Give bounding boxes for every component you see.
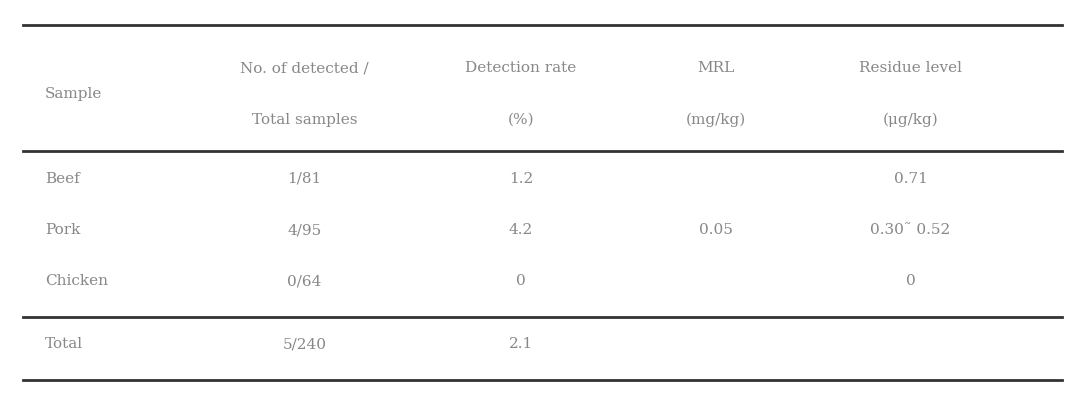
Text: Total samples: Total samples [252,113,357,127]
Text: (%): (%) [508,113,534,127]
Text: MRL: MRL [697,62,735,75]
Text: (μg/kg): (μg/kg) [882,112,939,127]
Text: Beef: Beef [44,172,79,186]
Text: Detection rate: Detection rate [465,62,576,75]
Text: No. of detected /: No. of detected / [240,62,369,75]
Text: (mg/kg): (mg/kg) [686,112,745,127]
Text: Chicken: Chicken [44,274,107,288]
Text: 0/64: 0/64 [288,274,321,288]
Text: 5/240: 5/240 [282,337,327,351]
Text: 1.2: 1.2 [509,172,533,186]
Text: Sample: Sample [44,87,102,101]
Text: 1/81: 1/81 [288,172,321,186]
Text: 0: 0 [516,274,526,288]
Text: Pork: Pork [44,223,80,237]
Text: 2.1: 2.1 [509,337,533,351]
Text: 4.2: 4.2 [509,223,533,237]
Text: 4/95: 4/95 [288,223,321,237]
Text: 0.71: 0.71 [894,172,928,186]
Text: 0: 0 [906,274,916,288]
Text: 0.05: 0.05 [699,223,732,237]
Text: Total: Total [44,337,82,351]
Text: 0.30˜ 0.52: 0.30˜ 0.52 [870,223,950,237]
Text: Residue level: Residue level [859,62,962,75]
